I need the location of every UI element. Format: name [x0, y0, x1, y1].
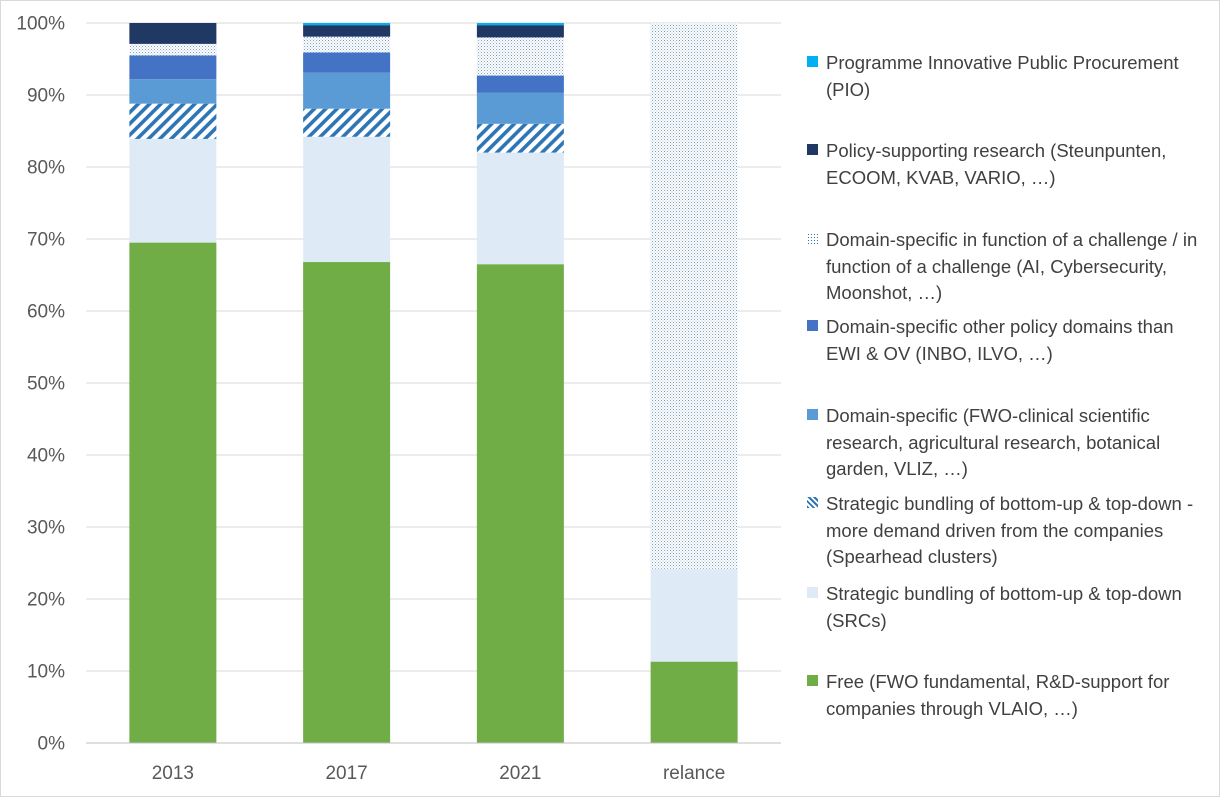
bar-segment: [129, 43, 217, 56]
y-tick-label: 40%: [27, 446, 65, 467]
y-tick-label: 90%: [27, 86, 65, 107]
bar-segment: [476, 123, 564, 153]
y-tick-label: 70%: [27, 230, 65, 251]
legend-item: Domain-specific other policy domains tha…: [807, 314, 1207, 367]
bar-segment: [303, 108, 391, 137]
legend-label: Domain-specific (FWO-clinical scientific…: [826, 405, 1161, 479]
y-tick-label: 50%: [27, 374, 65, 395]
bar-segment: [476, 25, 564, 38]
bar-segment: [303, 25, 391, 37]
legend-swatch: [807, 56, 818, 67]
y-tick-label: 80%: [27, 158, 65, 179]
y-tick-label: 60%: [27, 302, 65, 323]
legend-swatch: [807, 587, 818, 598]
legend-label: Strategic bundling of bottom-up & top-do…: [826, 583, 1182, 631]
bar-segment: [129, 79, 217, 104]
axes: 0% 10% 20% 30% 40% 50% 60% 70% 80% 90% 100% 2013 201…: [16, 14, 781, 784]
legend-swatch: [807, 675, 818, 686]
y-tick-label: 20%: [27, 590, 65, 611]
bar-segment: [303, 262, 391, 743]
bar-segment: [476, 23, 564, 26]
bar-segment: [129, 23, 217, 44]
x-tick-label: 2017: [325, 763, 367, 784]
x-tick-label: relance: [663, 763, 725, 784]
bar-segment: [129, 242, 217, 743]
bar-segment: [303, 23, 391, 26]
legend-item: Policy-supporting research (Steunpunten,…: [807, 138, 1207, 191]
bar-segment: [303, 72, 391, 109]
bar-segment: [476, 152, 564, 265]
bar-segment: [476, 37, 564, 76]
bar-segment: [650, 568, 738, 662]
y-tick-label: 30%: [27, 518, 65, 539]
legend-label: Domain-specific in function of a challen…: [826, 229, 1198, 303]
bar-segment: [129, 55, 217, 80]
legend-swatch: [807, 144, 818, 155]
x-tick-label: 2021: [499, 763, 541, 784]
legend-item: Strategic bundling of bottom-up & top-do…: [807, 491, 1207, 571]
y-tick-label: 100%: [16, 14, 65, 35]
legend-item: Strategic bundling of bottom-up & top-do…: [807, 581, 1207, 634]
bar-segment: [303, 52, 391, 73]
bar-segment: [650, 661, 738, 743]
legend-swatch: [807, 409, 818, 420]
bars: [129, 23, 738, 743]
bar-segment: [650, 23, 738, 569]
x-tick-label: 2013: [152, 763, 194, 784]
bar-segment: [129, 138, 217, 243]
bar-segment: [129, 103, 217, 139]
legend-label: Programme Innovative Public Procurement …: [826, 52, 1179, 100]
legend-item: Domain-specific (FWO-clinical scientific…: [807, 403, 1207, 483]
legend-swatch: [807, 233, 818, 244]
y-tick-label: 0%: [38, 734, 66, 755]
bar-segment: [303, 136, 391, 263]
bar-segment: [303, 36, 391, 53]
bar-segment: [476, 264, 564, 743]
bar-segment: [476, 75, 564, 93]
legend-item: Programme Innovative Public Procurement …: [807, 50, 1207, 103]
bar-segment: [476, 92, 564, 124]
y-tick-label: 10%: [27, 662, 65, 683]
legend-label: Free (FWO fundamental, R&D-support for c…: [826, 671, 1170, 719]
legend-item: Domain-specific in function of a challen…: [807, 227, 1207, 307]
legend-label: Policy-supporting research (Steunpunten,…: [826, 140, 1167, 188]
legend-label: Strategic bundling of bottom-up & top-do…: [826, 493, 1194, 567]
legend-item: Free (FWO fundamental, R&D-support for c…: [807, 669, 1207, 722]
legend-swatch: [807, 320, 818, 331]
legend-swatch: [807, 497, 818, 508]
legend-label: Domain-specific other policy domains tha…: [826, 316, 1174, 364]
